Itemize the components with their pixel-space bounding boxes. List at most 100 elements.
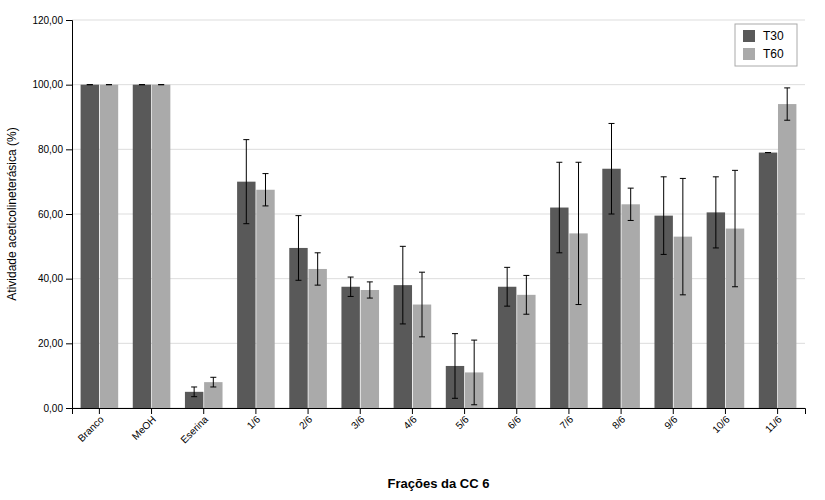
legend-frame	[735, 24, 797, 66]
tick-mark	[99, 408, 100, 414]
legend: T30T60	[735, 24, 797, 66]
error-bar	[106, 84, 112, 85]
error-cap	[628, 220, 634, 221]
tick: 4/6	[401, 408, 419, 431]
error-cap	[210, 386, 216, 387]
tick-mark	[151, 408, 152, 414]
error-bar	[348, 277, 354, 296]
error-cap	[452, 333, 458, 334]
error-bar	[419, 272, 425, 337]
error-bar	[609, 123, 615, 214]
tick: 0,00	[44, 403, 72, 414]
error-cap	[609, 123, 615, 124]
tick-label: 40,00	[38, 273, 63, 284]
tick-label: 20,00	[38, 338, 63, 349]
error-cap	[661, 254, 667, 255]
grid-line	[72, 278, 805, 279]
grid-line	[72, 214, 805, 215]
tick-mark	[308, 408, 309, 414]
error-bar	[262, 174, 268, 206]
x-axis: BrancoMeOHEserina1/62/63/64/65/66/67/68/…	[73, 408, 806, 445]
error-cap	[400, 323, 406, 324]
grid-line	[72, 20, 805, 21]
tick-label: 5/6	[453, 413, 471, 431]
error-cap	[609, 214, 615, 215]
error-cap	[158, 84, 164, 85]
tick-mark	[66, 85, 72, 86]
error-cap	[106, 84, 112, 85]
tick-mark	[66, 149, 72, 150]
bar	[759, 153, 777, 408]
plot: 0,0020,0040,0060,0080,00100,00120,00Bran…	[5, 15, 806, 491]
error-bar	[784, 88, 790, 120]
error-cap	[87, 84, 93, 85]
legend-label: T30	[763, 29, 784, 43]
tick-label: 4/6	[401, 413, 419, 431]
error-cap	[191, 396, 197, 397]
error-line	[715, 177, 716, 248]
error-line	[265, 174, 266, 206]
error-line	[298, 216, 299, 281]
bar	[152, 85, 170, 408]
error-cap	[262, 205, 268, 206]
tick: 3/6	[349, 408, 367, 431]
error-cap	[713, 247, 719, 248]
tick: 9/6	[662, 408, 680, 431]
error-cap	[295, 280, 301, 281]
tick-label: 11/6	[763, 413, 784, 434]
tick-mark	[360, 408, 361, 414]
tick-label: 9/6	[662, 413, 680, 431]
tick-mark	[621, 408, 622, 414]
tick-label: 60,00	[38, 209, 63, 220]
error-cap	[628, 188, 634, 189]
tick: 5/6	[453, 408, 471, 431]
error-bar	[765, 152, 771, 153]
error-cap	[262, 173, 268, 174]
tick: 2/6	[297, 408, 315, 431]
bar	[361, 290, 379, 408]
series	[81, 85, 778, 408]
error-bar	[732, 170, 738, 286]
error-line	[246, 140, 247, 224]
tick: Eserina	[178, 408, 210, 445]
error-line	[682, 178, 683, 294]
error-bar	[210, 377, 216, 387]
tick-mark	[673, 408, 674, 414]
tick-mark	[568, 408, 569, 414]
tick-label: 7/6	[558, 413, 576, 431]
tick-mark	[464, 408, 465, 414]
error-line	[559, 162, 560, 253]
tick: 120,00	[32, 15, 72, 26]
error-cap	[348, 296, 354, 297]
error-bar	[628, 188, 634, 220]
error-cap	[504, 306, 510, 307]
error-bar	[87, 84, 93, 85]
error-cap	[713, 176, 719, 177]
legend-label: T60	[763, 47, 784, 61]
error-cap	[765, 152, 771, 153]
tick: 100,00	[32, 79, 72, 90]
tick-label: 2/6	[297, 413, 315, 431]
y-axis-title: Atividade aceticolineterásica (%)	[5, 127, 19, 300]
error-cap	[106, 84, 112, 85]
error-bar	[315, 253, 321, 285]
axis-line	[66, 21, 73, 409]
tick-label: 0,00	[44, 403, 64, 414]
error-cap	[367, 281, 373, 282]
tick-label: Branco	[76, 413, 106, 443]
tick: 20,00	[38, 338, 72, 349]
error-line	[630, 188, 631, 220]
series	[100, 85, 797, 408]
chart: 0,0020,0040,0060,0080,00100,00120,00Bran…	[0, 0, 825, 500]
tick-mark	[66, 408, 72, 409]
error-bar	[452, 334, 458, 399]
tick-label: MeOH	[130, 414, 158, 442]
axis-line	[73, 409, 806, 415]
bar	[133, 85, 151, 408]
error-cap	[158, 84, 164, 85]
error-line	[369, 282, 370, 298]
error-cap	[295, 215, 301, 216]
tick: 1/6	[245, 408, 263, 431]
error-cap	[471, 340, 477, 341]
tick: 6/6	[506, 408, 524, 431]
